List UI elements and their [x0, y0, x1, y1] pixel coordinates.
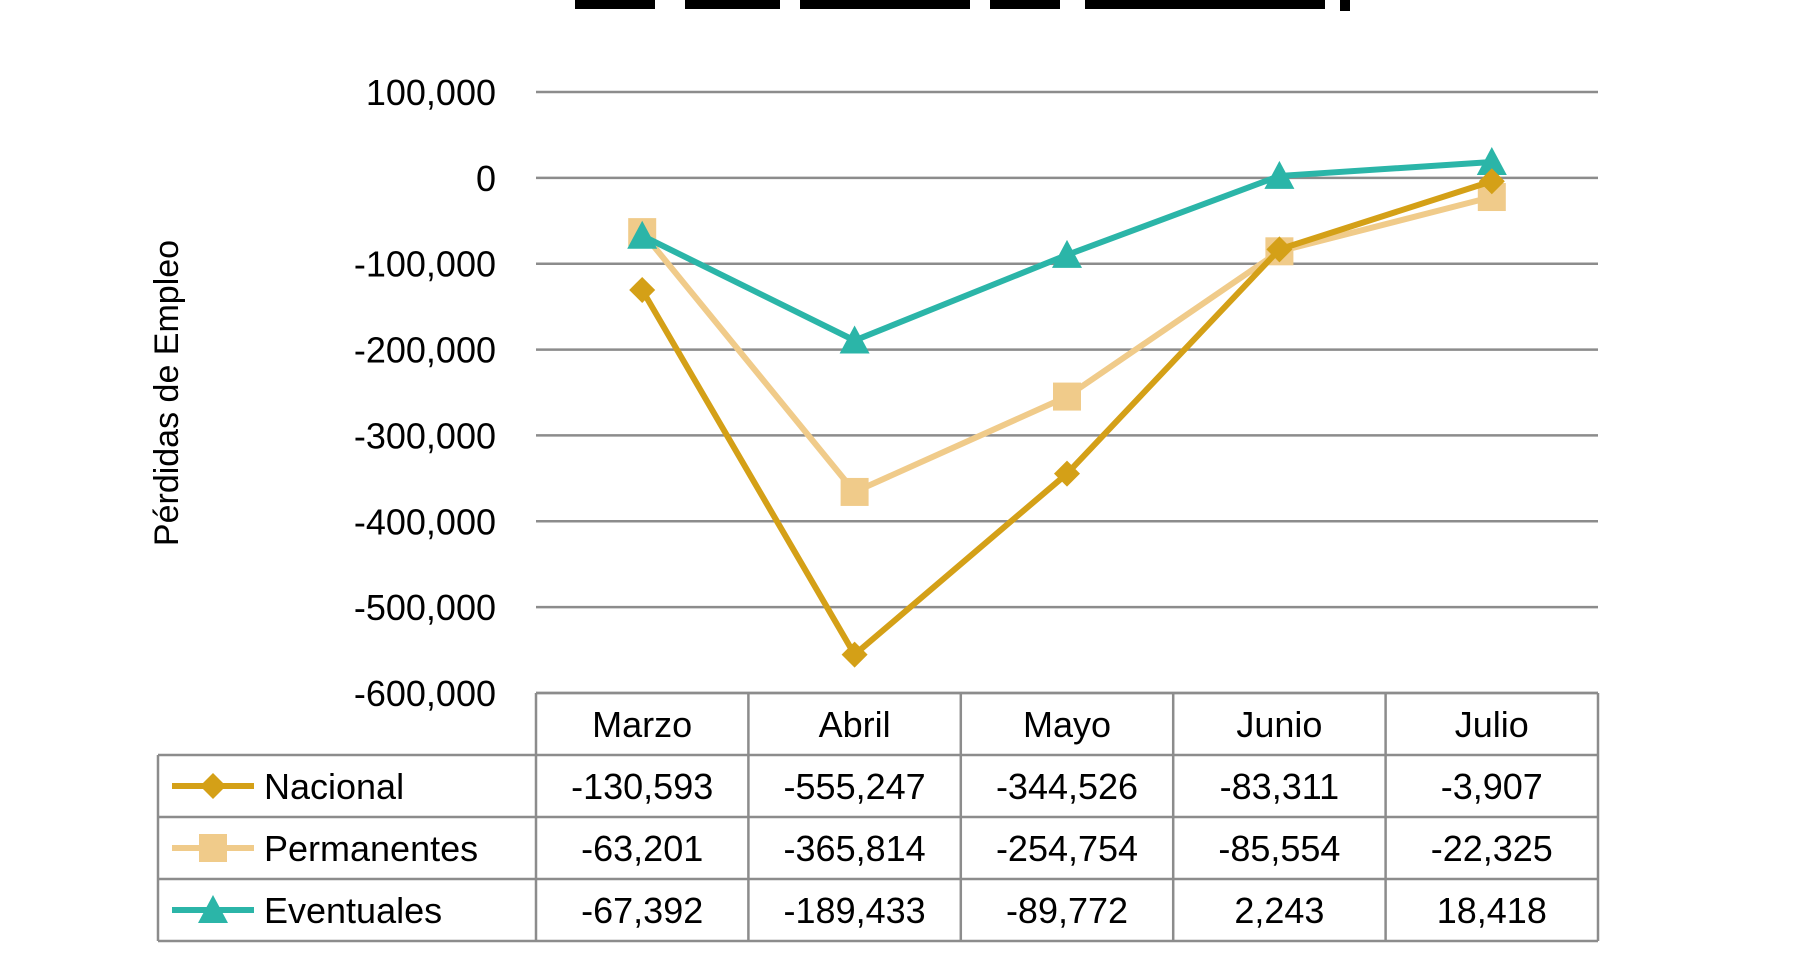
legend-label: Permanentes — [264, 828, 478, 869]
data-point — [839, 325, 870, 354]
y-tick-label: -300,000 — [354, 415, 496, 456]
y-tick-label: 0 — [476, 158, 496, 199]
y-tick-label: -400,000 — [354, 501, 496, 542]
category-label: Julio — [1455, 704, 1529, 745]
data-point — [1478, 168, 1505, 195]
data-label: -67,392 — [581, 890, 703, 931]
title-fragment — [990, 0, 1060, 9]
data-label: -555,247 — [784, 766, 926, 807]
data-label: -344,526 — [996, 766, 1138, 807]
legend-key-marker — [200, 773, 226, 799]
data-label: -3,907 — [1441, 766, 1543, 807]
category-label: Mayo — [1023, 704, 1111, 745]
data-label: -189,433 — [784, 890, 926, 931]
series-permanentes — [628, 183, 1506, 506]
y-tick-label: -200,000 — [354, 330, 496, 371]
category-label: Marzo — [592, 704, 692, 745]
title-fragment — [1085, 0, 1325, 9]
category-label: Junio — [1236, 704, 1322, 745]
data-point — [1053, 382, 1081, 411]
y-tick-label: 100,000 — [366, 72, 496, 113]
y-tick-label: -600,000 — [354, 673, 496, 714]
data-label: -130,593 — [571, 766, 713, 807]
data-label: 18,418 — [1437, 890, 1547, 931]
y-axis-ticks: 100,000 0 -100,000 -200,000 -300,000 -400,000… — [354, 72, 496, 714]
data-point — [840, 477, 869, 506]
data-label: -85,554 — [1218, 828, 1340, 869]
data-point — [841, 641, 868, 668]
title-fragment — [1340, 0, 1350, 11]
data-point — [1266, 236, 1293, 263]
data-point — [1476, 147, 1507, 176]
y-axis-title: Pérdidas de Empleo — [148, 240, 186, 546]
legend-label: Eventuales — [264, 890, 442, 931]
legend-label: Nacional — [264, 766, 404, 807]
legend-key-marker — [199, 834, 227, 862]
title-fragment — [800, 0, 970, 9]
data-label: -83,311 — [1220, 766, 1339, 807]
series-nacional — [629, 168, 1505, 668]
data-table: Marzo Abril Mayo Junio Julio Nacional -130,593… — [156, 691, 1600, 943]
y-tick-label: -500,000 — [354, 587, 496, 628]
data-point — [627, 220, 658, 249]
data-point — [629, 276, 656, 303]
data-label: -89,772 — [1006, 890, 1128, 931]
title-fragments — [575, 0, 1350, 11]
y-tick-label: -100,000 — [354, 244, 496, 285]
data-point — [1052, 239, 1082, 268]
data-label: -254,754 — [996, 828, 1138, 869]
series-lines — [627, 147, 1507, 668]
series-eventuales — [627, 147, 1507, 354]
title-fragment — [685, 0, 780, 9]
data-label: -365,814 — [784, 828, 926, 869]
category-label: Abril — [819, 704, 891, 745]
data-label: -22,325 — [1431, 828, 1553, 869]
legend-key-marker — [198, 895, 228, 923]
data-label: 2,243 — [1234, 890, 1324, 931]
data-label: -63,201 — [581, 828, 703, 869]
data-point — [1054, 460, 1080, 487]
title-fragment — [575, 0, 655, 9]
data-point — [1264, 160, 1295, 189]
